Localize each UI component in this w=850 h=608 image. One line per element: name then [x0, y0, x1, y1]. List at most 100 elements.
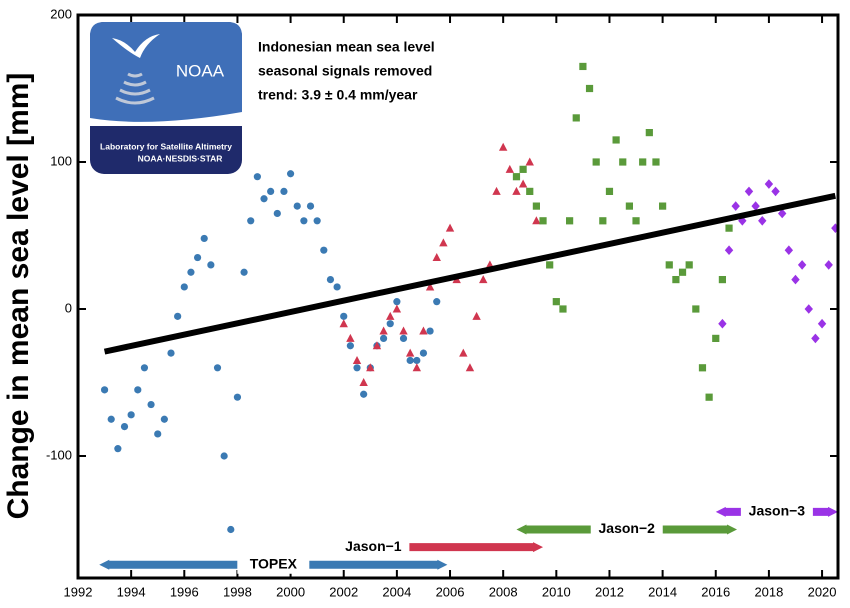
point — [804, 304, 813, 314]
point — [406, 356, 414, 365]
point — [659, 202, 667, 210]
point — [718, 318, 727, 329]
point — [313, 217, 321, 225]
point — [280, 187, 288, 195]
point — [107, 415, 115, 423]
point — [233, 393, 242, 401]
point — [352, 355, 362, 364]
point — [579, 62, 587, 71]
mission-label: Jason−2 — [599, 520, 656, 536]
point — [405, 348, 415, 357]
point — [718, 275, 727, 284]
point — [253, 173, 261, 181]
point — [605, 187, 614, 195]
point — [817, 318, 827, 329]
point — [585, 84, 594, 93]
point — [187, 268, 195, 276]
point — [300, 217, 308, 225]
point — [705, 393, 713, 401]
point — [293, 202, 301, 210]
x-tick-label: 1994 — [117, 584, 146, 599]
point — [764, 179, 774, 189]
point — [346, 342, 354, 350]
point — [539, 217, 547, 225]
point — [419, 326, 428, 335]
point — [678, 268, 687, 276]
point — [744, 186, 754, 197]
point — [114, 445, 122, 453]
point — [227, 525, 235, 534]
point — [525, 157, 534, 166]
y-tick-label: -100 — [46, 447, 72, 462]
point — [366, 363, 375, 372]
point — [665, 261, 673, 269]
point — [134, 386, 142, 394]
point — [724, 245, 734, 255]
point — [392, 304, 402, 313]
point — [174, 312, 182, 320]
point — [791, 274, 800, 285]
point — [260, 195, 268, 203]
point — [518, 179, 528, 188]
logo: NOAA Laboratory for Satellite Altimetry … — [90, 22, 242, 174]
point — [432, 253, 441, 262]
point — [340, 312, 348, 320]
point — [625, 202, 633, 210]
point — [797, 260, 807, 270]
point — [320, 246, 328, 254]
point — [725, 224, 733, 232]
point — [286, 170, 295, 178]
point — [359, 377, 368, 386]
point — [386, 320, 394, 328]
logo-line: NOAA·NESDIS·STAR — [138, 153, 223, 163]
y-axis-label: Change in mean sea level [mm] — [2, 73, 35, 520]
point — [758, 215, 767, 226]
point — [459, 348, 468, 357]
point — [240, 268, 248, 276]
point — [592, 158, 600, 166]
y-tick-label: 100 — [50, 153, 72, 168]
x-tick-label: 2020 — [808, 584, 837, 599]
point — [379, 326, 388, 335]
x-tick-label: 1992 — [64, 584, 93, 599]
point — [685, 261, 693, 269]
point — [425, 282, 435, 291]
x-tick-label: 2002 — [329, 584, 358, 599]
point — [512, 186, 521, 195]
point — [526, 187, 534, 195]
point — [372, 341, 382, 350]
point — [207, 261, 215, 269]
point — [731, 201, 740, 211]
point — [639, 158, 647, 166]
annotation: Indonesian mean sea level — [258, 39, 435, 55]
x-tick-label: 2006 — [436, 584, 465, 599]
point — [599, 217, 607, 225]
point — [306, 202, 315, 210]
point — [652, 158, 660, 166]
point — [566, 217, 574, 225]
point — [465, 363, 475, 372]
point — [645, 128, 653, 137]
logo-bird — [112, 34, 160, 58]
x-tick-label: 2010 — [542, 584, 571, 599]
point — [220, 452, 228, 460]
point — [180, 283, 188, 291]
point — [339, 319, 348, 328]
point — [140, 364, 149, 372]
point — [393, 298, 401, 306]
point — [333, 283, 341, 291]
point — [353, 364, 361, 372]
point — [167, 349, 175, 357]
annotation: trend: 3.9 ± 0.4 mm/year — [258, 87, 418, 103]
point — [433, 298, 441, 306]
point — [751, 201, 760, 211]
point — [154, 430, 162, 438]
point — [771, 186, 780, 197]
point — [498, 142, 508, 151]
point — [213, 364, 222, 372]
mission-label: Jason−1 — [345, 538, 402, 554]
point — [273, 209, 281, 218]
point — [127, 411, 135, 419]
x-tick-label: 2012 — [595, 584, 624, 599]
